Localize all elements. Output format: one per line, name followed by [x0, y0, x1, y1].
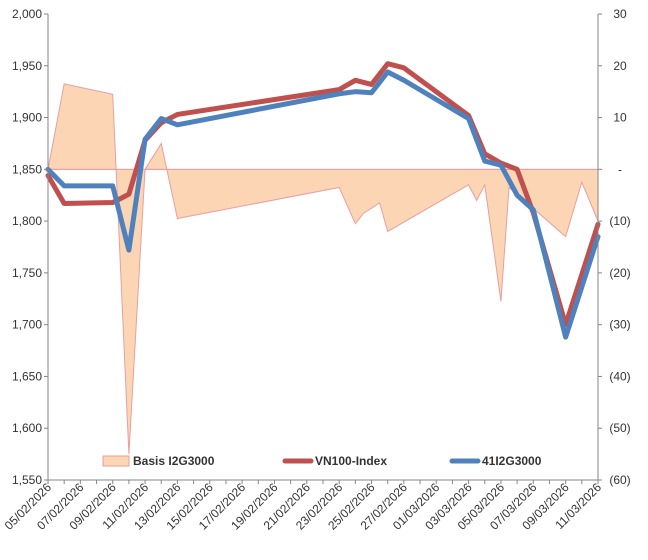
- y-right-tick-label: 20: [613, 59, 627, 73]
- y-left-tick-label: 2,000: [12, 7, 42, 21]
- y-right-tick-label: 10: [613, 111, 627, 125]
- legend-label: 41I2G3000: [482, 454, 542, 468]
- y-right-tick-label: (20): [609, 266, 630, 280]
- y-right-tick-label: (10): [609, 214, 630, 228]
- legend-label: Basis I2G3000: [133, 454, 215, 468]
- y-right-tick-label: 30: [613, 7, 627, 21]
- y-left-tick-label: 1,650: [12, 369, 42, 383]
- y-right-tick-label: (50): [609, 421, 630, 435]
- y-left-tick-label: 1,900: [12, 111, 42, 125]
- series-line-41i2g3000: [45, 69, 601, 340]
- legend: Basis I2G3000 VN100-Index 41I2G3000: [102, 454, 542, 468]
- series-line-vn100-index: [45, 61, 601, 328]
- y-right-tick-label: (60): [609, 473, 630, 487]
- y-right-tick-label: (30): [609, 318, 630, 332]
- basis-area: [47, 83, 599, 455]
- y-left-tick-label: 1,700: [12, 318, 42, 332]
- basis-area-layer: [47, 83, 599, 455]
- y-left-tick-label: 1,550: [12, 473, 42, 487]
- y-right-tick-label: -: [618, 162, 622, 176]
- y-left-tick-label: 1,950: [12, 59, 42, 73]
- lines-layer: [45, 61, 601, 340]
- y-right-tick-label: (40): [609, 369, 630, 383]
- y-left-tick-label: 1,750: [12, 266, 42, 280]
- legend-swatch-basis: [102, 455, 130, 467]
- y-left-tick-label: 1,850: [12, 162, 42, 176]
- legend-label: VN100-Index: [315, 454, 387, 468]
- y-left-tick-label: 1,800: [12, 214, 42, 228]
- y-left-tick-label: 1,600: [12, 421, 42, 435]
